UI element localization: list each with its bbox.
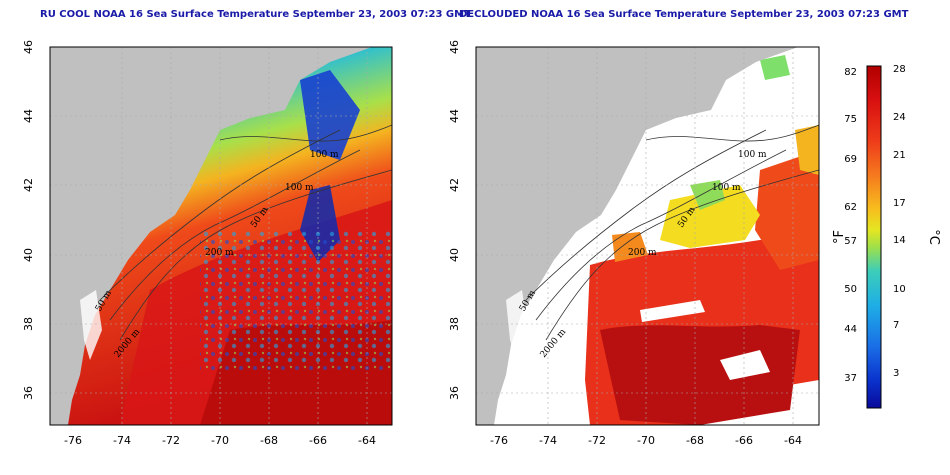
panel-1-contour-100m bbox=[219, 124, 392, 142]
lon-tick-label: -74 bbox=[539, 434, 557, 447]
colorbar-fahrenheit-axis: 82 75 69 62 57 50 44 37 bbox=[844, 67, 857, 384]
panel-2-contour-label: 100 m bbox=[738, 150, 767, 160]
panel-1-title: RU COOL NOAA 16 Sea Surface Temperature … bbox=[40, 9, 471, 20]
lat-tick-label: 44 bbox=[448, 109, 461, 123]
lon-tick-label: -72 bbox=[588, 434, 606, 447]
celsius-tick: 28 bbox=[893, 64, 906, 75]
panel-2-bay bbox=[506, 290, 528, 360]
colorbar: 82 75 69 62 57 50 44 37 28 24 21 17 14 1… bbox=[832, 64, 941, 409]
panel-1-contour-2000m bbox=[119, 169, 392, 341]
panel-1-contour-label: 100 m bbox=[285, 183, 314, 193]
panel-1-grid bbox=[50, 47, 392, 425]
panel-2-grid bbox=[476, 47, 819, 425]
celsius-unit-label: °C bbox=[926, 229, 941, 245]
panel-2-map bbox=[476, 47, 819, 425]
lon-tick-label: -68 bbox=[260, 434, 278, 447]
lat-tick-label: 38 bbox=[448, 317, 461, 331]
panel-2-lon-axis: -76 -74 -72 -70 -68 -66 -64 bbox=[490, 434, 802, 447]
fahrenheit-tick: 62 bbox=[844, 202, 857, 213]
fahrenheit-tick: 44 bbox=[844, 324, 857, 335]
lon-tick-label: -64 bbox=[358, 434, 376, 447]
lon-tick-label: -68 bbox=[686, 434, 704, 447]
lon-tick-label: -72 bbox=[162, 434, 180, 447]
lon-tick-label: -76 bbox=[64, 434, 82, 447]
panel-2-contour-100m bbox=[645, 124, 819, 142]
panel-2-contour-label: 200 m bbox=[628, 248, 657, 258]
panel-1-bay bbox=[80, 290, 102, 360]
panel-2-contour-label: 100 m bbox=[712, 183, 741, 193]
lon-tick-label: -70 bbox=[637, 434, 655, 447]
panel-2-contour-200m bbox=[535, 149, 787, 321]
panel-2-cloud-gap bbox=[640, 300, 705, 322]
colorbar-celsius-axis: 28 24 21 17 14 10 7 3 bbox=[893, 64, 906, 379]
lat-tick-label: 42 bbox=[22, 178, 35, 192]
celsius-tick: 24 bbox=[893, 112, 906, 123]
panel-2-warm-east bbox=[755, 150, 819, 270]
celsius-tick: 14 bbox=[893, 235, 906, 246]
celsius-tick: 21 bbox=[893, 150, 906, 161]
panel-2-cloud-gap bbox=[720, 350, 770, 380]
panel-1-contour-200m bbox=[109, 149, 361, 321]
celsius-tick: 10 bbox=[893, 284, 906, 295]
lat-tick-label: 44 bbox=[22, 109, 35, 123]
fahrenheit-tick: 69 bbox=[844, 154, 857, 165]
panel-2-title: DECLOUDED NOAA 16 Sea Surface Temperatur… bbox=[459, 9, 909, 20]
panel-2-orange-patch bbox=[612, 232, 648, 262]
fahrenheit-tick: 82 bbox=[844, 67, 857, 78]
celsius-tick: 7 bbox=[893, 320, 899, 331]
fahrenheit-tick: 37 bbox=[844, 373, 857, 384]
celsius-tick: 3 bbox=[893, 368, 899, 379]
panel-1-cold-patch bbox=[300, 70, 360, 160]
lat-tick-label: 36 bbox=[448, 386, 461, 400]
panel-1-lat-axis: 46 44 42 40 38 36 bbox=[22, 40, 35, 400]
panel-2-lat-axis: 46 44 42 40 38 36 bbox=[448, 40, 461, 400]
lon-tick-label: -70 bbox=[211, 434, 229, 447]
panel-1-land bbox=[50, 47, 372, 425]
lat-tick-label: 40 bbox=[448, 248, 461, 262]
panel-2-land bbox=[476, 47, 798, 425]
panel-2-frame bbox=[475, 46, 820, 426]
panel-1-contour-label: 200 m bbox=[205, 248, 234, 258]
lat-tick-label: 40 bbox=[22, 248, 35, 262]
lon-tick-label: -66 bbox=[735, 434, 753, 447]
panel-1-lon-axis: -76 -74 -72 -70 -68 -66 -64 bbox=[64, 434, 376, 447]
lon-tick-label: -76 bbox=[490, 434, 508, 447]
lat-tick-label: 46 bbox=[22, 40, 35, 54]
panel-2-gulf-maine-patch bbox=[760, 55, 790, 80]
panel-2-green-patch bbox=[690, 180, 725, 210]
fahrenheit-tick: 50 bbox=[844, 284, 857, 295]
panel-2-warm-core bbox=[600, 325, 800, 425]
lat-tick-label: 38 bbox=[22, 317, 35, 331]
panel-2-contour-2000m bbox=[545, 169, 819, 341]
panel-1-cloud-noise bbox=[200, 230, 392, 370]
colorbar-gradient bbox=[866, 65, 882, 409]
lon-tick-label: -74 bbox=[113, 434, 131, 447]
lat-tick-label: 42 bbox=[448, 178, 461, 192]
panel-1-contour-50m bbox=[99, 129, 341, 301]
lat-tick-label: 46 bbox=[448, 40, 461, 54]
panel-2-yellow-patch bbox=[795, 125, 819, 175]
lon-tick-label: -64 bbox=[784, 434, 802, 447]
lon-tick-label: -66 bbox=[309, 434, 327, 447]
panel-1-contour-label: 100 m bbox=[310, 150, 339, 160]
fahrenheit-unit-label: °F bbox=[832, 230, 847, 244]
panel-1-map bbox=[50, 47, 392, 425]
lat-tick-label: 36 bbox=[22, 386, 35, 400]
celsius-tick: 17 bbox=[893, 198, 906, 209]
fahrenheit-tick: 75 bbox=[844, 114, 857, 125]
panel-1-frame bbox=[49, 46, 393, 426]
panel-2-shelf-warm bbox=[660, 185, 760, 248]
fahrenheit-tick: 57 bbox=[844, 236, 857, 247]
panel-2-contour-50m bbox=[525, 129, 767, 301]
